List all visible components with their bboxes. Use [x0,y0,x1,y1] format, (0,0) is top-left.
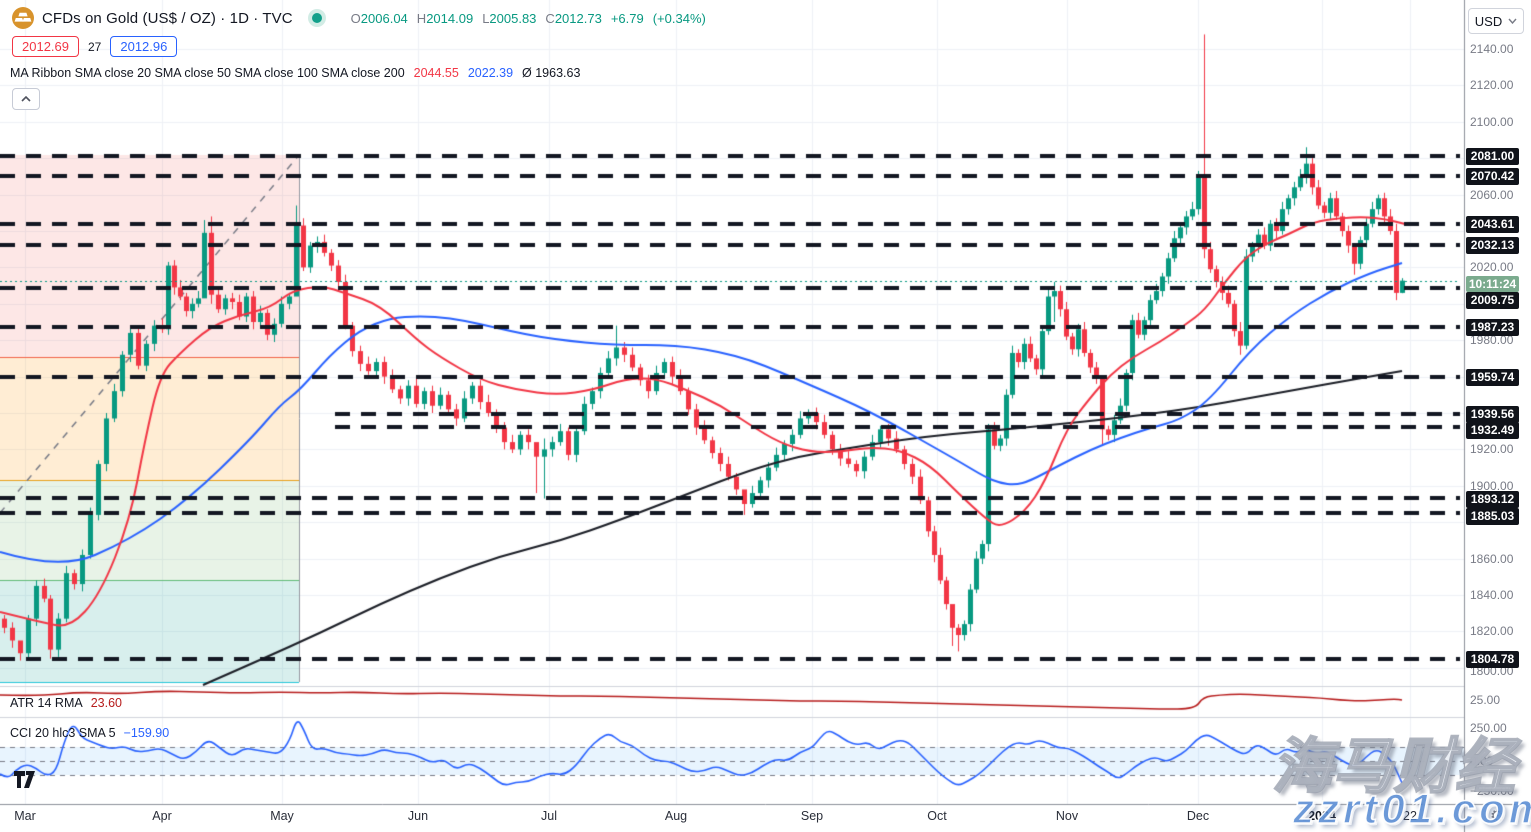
change-percent: (+0.34%) [652,10,706,26]
sell-bid-button[interactable]: 2012.69 [12,36,79,57]
low-label: L [482,10,490,26]
atr-title[interactable]: ATR 14 RMA [10,696,83,710]
bar-countdown-label: 10:11:24 [1466,276,1519,292]
tradingview-logo[interactable] [13,770,43,794]
price-tick: 1800.00 [1470,664,1514,678]
ma-average-value: Ø 1963.63 [522,66,581,80]
month-tick: Aug [664,809,688,823]
close-label: C [545,10,555,26]
symbol-header: CFDs on Gold (US$ / OZ) · 1D · TVC O2006… [12,7,706,29]
spread-value: 27 [88,39,102,54]
cci-tick: −250.00 [1470,784,1514,798]
level-price-label: 2081.00 [1466,147,1519,165]
month-tick: 2024 [1308,809,1336,823]
ma-ribbon-label: MA Ribbon SMA close 20 SMA close 50 SMA … [10,66,405,80]
high-label: H [416,10,427,26]
price-tick: 2100.00 [1470,115,1514,129]
level-price-label: 1939.56 [1466,405,1519,423]
price-tick: 1920.00 [1470,442,1514,456]
price-tick: 2140.00 [1470,42,1514,56]
level-price-label: 1932.49 [1466,421,1519,439]
cci-tick: 0.00 [1470,754,1494,768]
atr-value: 23.60 [90,696,122,710]
price-tick: 1860.00 [1470,552,1514,566]
market-open-dot-icon[interactable] [307,8,327,28]
watermark-url: zzrt01.com [1292,784,1531,832]
level-price-label: 2043.61 [1466,215,1519,233]
level-price-label: 1804.78 [1466,650,1519,668]
level-price-label: 2032.13 [1466,236,1519,254]
price-tick: 1980.00 [1470,333,1514,347]
level-price-label: 1893.12 [1466,490,1519,508]
price-tick: 2020.00 [1470,260,1514,274]
ma-ribbon-legend[interactable]: MA Ribbon SMA close 20 SMA close 50 SMA … [10,66,580,80]
month-tick: Mar [14,809,36,823]
close-value: 2012.73 [554,10,602,26]
price-tick: 1840.00 [1470,588,1514,602]
change-value: +6.79 [610,10,644,26]
cci-pane-legend: CCI 20 hlc3 SMA 5 −159.90 [10,726,169,740]
ohlc-readout: O2006.04 H2014.09 L2005.83 C2012.73 +6.7… [351,11,706,26]
open-label: O [350,10,361,26]
month-tick: Jun [407,809,429,823]
low-value: 2005.83 [489,10,537,26]
gold-symbol-icon [12,7,34,29]
price-tick: 1900.00 [1470,479,1514,493]
month-tick: 22 [1403,809,1417,823]
price-tick: 2120.00 [1470,78,1514,92]
gear-icon[interactable]: ⚙ [1490,808,1505,825]
month-tick: Apr [152,809,172,823]
watermark-cn: 海马财经 [1271,732,1516,801]
level-price-label: 1959.74 [1466,368,1519,386]
cci-value: −159.90 [123,726,170,740]
currency-selector[interactable]: USD [1468,8,1524,34]
buy-ask-button[interactable]: 2012.96 [110,36,178,57]
symbol-title[interactable]: CFDs on Gold (US$ / OZ) · 1D · TVC [42,9,293,27]
currency-label: USD [1474,13,1503,29]
level-price-label: 2009.75 [1466,291,1519,309]
atr-tick: 25.00 [1470,693,1501,707]
chevron-down-icon [1508,18,1517,24]
ma50-value: 2022.39 [467,66,514,80]
ma20-value: 2044.55 [413,66,459,80]
cci-tick: 250.00 [1470,721,1507,735]
collapse-legend-button[interactable] [12,88,40,110]
month-tick: Jul [541,809,557,823]
cci-title[interactable]: CCI 20 hlc3 SMA 5 [10,726,116,740]
level-price-label: 1885.03 [1466,507,1519,525]
high-value: 2014.09 [426,10,474,26]
level-price-label: 2070.42 [1466,167,1519,185]
month-tick: Sep [800,809,824,823]
chevron-up-icon [21,96,31,102]
month-tick: May [270,809,294,823]
month-tick: Nov [1055,809,1079,823]
month-tick: Dec [1186,809,1210,823]
price-tick: 2060.00 [1470,188,1514,202]
quote-row: 2012.69 27 2012.96 [12,36,178,57]
atr-pane-legend: ATR 14 RMA 23.60 [10,696,122,710]
open-value: 2006.04 [360,10,408,26]
month-tick: Oct [927,809,947,823]
level-price-label: 1987.23 [1466,318,1519,336]
price-tick: 1820.00 [1470,624,1514,638]
